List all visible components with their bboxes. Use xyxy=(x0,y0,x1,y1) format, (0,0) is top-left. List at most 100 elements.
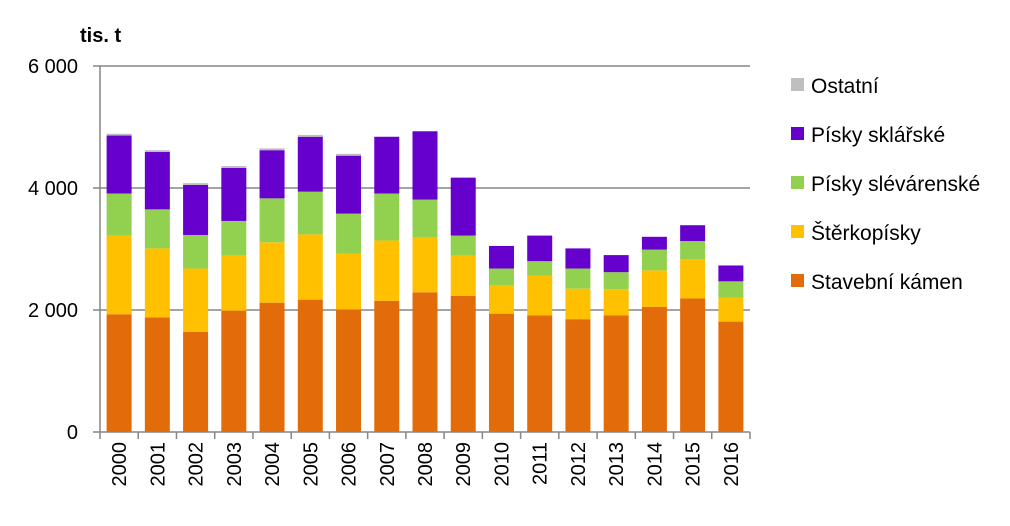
bar-segment xyxy=(336,309,362,432)
legend-label: Stavební kámen xyxy=(811,271,963,294)
bar-segment xyxy=(718,281,744,298)
bar-segment xyxy=(527,315,553,432)
x-tick-label: 2001 xyxy=(147,442,169,487)
bar-segment xyxy=(565,319,591,432)
bar-segment xyxy=(412,199,438,238)
bar-segment xyxy=(488,313,514,432)
bar-segment xyxy=(450,235,476,256)
y-tick-label: 6 000 xyxy=(28,56,78,78)
legend-swatch xyxy=(791,274,804,287)
bar-segment xyxy=(718,297,744,322)
bar-segment xyxy=(718,321,744,432)
legend-label: Ostatní xyxy=(811,75,879,98)
bar-segment xyxy=(144,150,170,153)
bar-segment xyxy=(718,265,744,282)
bar-segment xyxy=(106,235,132,315)
bar-segment xyxy=(336,155,362,214)
bar-segment xyxy=(374,240,400,301)
bar-segment xyxy=(259,302,285,432)
bar-segment xyxy=(183,184,209,235)
bar-segment xyxy=(106,135,132,194)
bar-segment xyxy=(565,268,591,289)
bar-segment xyxy=(221,310,247,432)
bar-segment xyxy=(297,191,323,235)
bar-segment xyxy=(680,225,706,242)
bar-segment xyxy=(297,234,323,300)
bar-segment xyxy=(412,292,438,432)
bar-segment xyxy=(527,275,553,316)
y-tick-label: 0 xyxy=(67,422,78,444)
x-tick-label: 2004 xyxy=(262,442,284,487)
bar-segment xyxy=(183,331,209,432)
x-tick-label: 2016 xyxy=(721,442,743,487)
bar-segment xyxy=(527,235,553,262)
bar-segment xyxy=(297,136,323,192)
bar-segment xyxy=(680,241,706,260)
x-tick-label: 2006 xyxy=(339,442,361,487)
bar-segment xyxy=(450,177,476,236)
bar-segment xyxy=(144,317,170,432)
bar-segment xyxy=(336,213,362,254)
bar-segment xyxy=(183,183,209,185)
bar-segment xyxy=(641,236,667,250)
bar-segment xyxy=(565,248,591,269)
x-tick-label: 2008 xyxy=(415,442,437,487)
bar-segment xyxy=(603,315,629,432)
bar-segment xyxy=(565,288,591,320)
bar-segment xyxy=(374,136,400,194)
y-tick-labels: 0 2 000 4 000 6 000 xyxy=(28,56,78,444)
x-tick-label: 2012 xyxy=(568,442,590,487)
legend-swatch xyxy=(791,176,804,189)
y-unit-label: tis. t xyxy=(80,25,121,47)
x-tick-label: 2015 xyxy=(683,442,705,487)
bar-segment xyxy=(374,300,400,432)
bar-segment xyxy=(603,255,629,273)
axes xyxy=(93,65,751,439)
bar-segment xyxy=(603,289,629,316)
bar-segment xyxy=(488,268,514,285)
x-tick-label: 2011 xyxy=(530,442,552,485)
bar-segment xyxy=(336,253,362,310)
bar-segment xyxy=(527,261,553,276)
x-tick-label: 2003 xyxy=(224,442,246,487)
x-tick-label: 2000 xyxy=(109,442,131,487)
bar-segment xyxy=(183,234,209,269)
bar-segment xyxy=(221,255,247,311)
bar-segment xyxy=(106,133,132,136)
bar-segment xyxy=(641,249,667,271)
bar-segment xyxy=(641,306,667,432)
legend-label: Písky sklářské xyxy=(811,124,945,147)
bar-segment xyxy=(259,242,285,303)
x-tick-label: 2009 xyxy=(453,442,475,487)
bar-segment xyxy=(259,150,285,199)
bar-segment xyxy=(144,152,170,210)
bar-segment xyxy=(412,131,438,200)
legend-swatch xyxy=(791,225,804,238)
bar-segment xyxy=(297,134,323,137)
x-tick-labels: 2000 2001 2002 2003 2004 2005 2006 2007 2008 2009… xyxy=(109,442,743,487)
bar-segment xyxy=(336,153,362,156)
y-tick-label: 2 000 xyxy=(28,300,78,322)
bar-segment xyxy=(488,245,514,269)
bar-segment xyxy=(259,148,285,151)
bar-segment xyxy=(412,237,438,293)
x-tick-label: 2010 xyxy=(491,442,513,487)
bar-segment xyxy=(144,248,170,318)
x-tick-label: 2005 xyxy=(300,442,322,487)
x-tick-label: 2007 xyxy=(377,442,399,487)
legend-swatch xyxy=(791,127,804,140)
x-tick-label: 2013 xyxy=(606,442,628,487)
legend-label: Písky slévárenské xyxy=(811,173,980,196)
bar-segment xyxy=(144,209,170,249)
legend: Ostatní Písky sklářské Písky slévárenské Št… xyxy=(791,75,980,294)
y-tick-label: 4 000 xyxy=(28,178,78,200)
bar-segment xyxy=(374,193,400,241)
bar-segment xyxy=(450,255,476,296)
bar-segment xyxy=(221,220,247,256)
bar-segment xyxy=(106,314,132,432)
bar-segment xyxy=(259,198,285,243)
bar-segment xyxy=(680,259,706,299)
x-tick-label: 2014 xyxy=(644,442,666,487)
bar-segment xyxy=(297,299,323,432)
